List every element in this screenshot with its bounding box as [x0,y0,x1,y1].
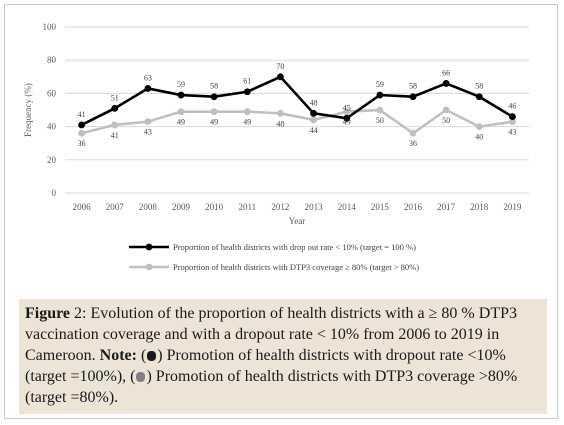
series-line [80,75,514,127]
x-tick-label: 2009 [172,202,191,212]
data-point [343,108,351,116]
data-label: 66 [442,68,450,77]
x-tick-label: 2011 [238,202,256,212]
legend-marker [145,243,153,251]
data-label: 59 [177,80,185,89]
data-point [376,106,384,114]
x-tick-label: 2007 [106,202,125,212]
data-label: 49 [343,118,351,127]
data-label: 49 [243,118,251,127]
data-point [475,93,483,101]
line-chart: 0 20 40 60 80 100 2006 2007 2008 2009 2010 2011 2012… [23,22,529,272]
data-point [310,109,317,117]
data-label: 61 [243,77,251,86]
data-label: 46 [508,102,516,111]
legend-label: Proportion of health districts with drop… [173,242,416,252]
caption-number: 2: [70,305,87,322]
data-label: 41 [111,131,119,140]
data-label: 58 [475,82,483,91]
y-tick-label: 40 [47,122,57,132]
data-label: 51 [111,93,119,102]
data-point [243,88,251,96]
caption-text: Evolution of the proportion of health di… [25,305,517,364]
data-point [442,80,450,87]
x-tick-label: 2013 [305,202,324,212]
data-label: 48 [310,98,318,107]
data-label: 50 [442,116,450,125]
x-tick-label: 2006 [73,202,92,212]
caption-text-3: ) Promotion of health districts with dro… [25,347,506,385]
data-point [277,109,284,117]
x-tick-label: 2012 [271,202,289,212]
data-label: 63 [144,73,152,82]
data-label: 48 [276,119,284,128]
data-point [177,108,185,116]
y-tick-label: 80 [47,55,57,65]
data-label: 43 [508,128,516,137]
data-label: 44 [310,126,318,135]
y-tick-label: 60 [47,88,57,98]
data-point [509,113,516,121]
data-label: 49 [210,118,218,127]
data-point [243,108,251,116]
x-tick-label: 2017 [437,202,456,212]
data-label: 58 [210,82,218,91]
data-point [111,104,119,112]
x-tick-label: 2014 [338,202,357,212]
data-label: 41 [78,110,86,119]
data-label: 58 [409,82,417,91]
data-label: 50 [376,116,384,125]
data-point [144,85,152,92]
data-label: 43 [144,128,152,137]
series-line [81,108,513,135]
caption-text-4: ) Promotion of health districts with DTP… [25,368,518,406]
caption-note-label: Note: [99,347,137,364]
gray-marker-icon [136,372,146,382]
data-point [442,106,450,114]
figure-frame: 0 20 40 60 80 100 2006 2007 2008 2009 2010 2011 2012… [4,4,558,419]
data-label: 45 [343,103,351,112]
data-label: 49 [177,118,185,127]
legend-marker [145,263,153,271]
y-tick-label: 20 [47,155,57,165]
x-tick-label: 2019 [503,202,522,212]
data-point [376,91,384,99]
caption-label: Figure [25,305,71,322]
x-axis-title: Year [289,216,306,226]
x-tick-label: 2010 [205,202,224,212]
y-axis-title: Frequency (%) [23,83,33,137]
data-label: 36 [78,139,86,148]
caption-text-2: ( [136,347,147,364]
data-point [144,118,152,126]
y-tick-label: 0 [52,188,57,198]
data-point [409,129,417,137]
data-point [310,116,317,124]
x-tick-label: 2008 [139,202,158,212]
data-point [111,121,119,129]
data-point [210,93,218,101]
chart-area: 0 20 40 60 80 100 2006 2007 2008 2009 2010 2011 2012… [5,5,559,297]
data-point [409,93,417,101]
legend-label: Proportion of health districts with DTP3… [173,262,419,272]
y-tick-label: 100 [43,22,57,32]
figure-caption: Figure 2: Evolution of the proportion of… [19,299,547,414]
data-point [343,114,351,122]
data-point [277,73,284,81]
x-tick-label: 2018 [470,202,489,212]
black-marker-icon [147,351,157,361]
x-tick-label: 2015 [371,202,390,212]
data-point [475,123,483,130]
data-point [78,129,85,137]
data-point [177,91,185,99]
data-point [509,118,516,126]
data-label: 36 [409,139,417,148]
data-label: 59 [376,80,384,89]
data-point [78,121,85,129]
data-point [210,108,218,116]
x-tick-label: 2016 [404,202,423,212]
data-label: 70 [276,62,284,71]
data-label: 40 [475,133,483,142]
